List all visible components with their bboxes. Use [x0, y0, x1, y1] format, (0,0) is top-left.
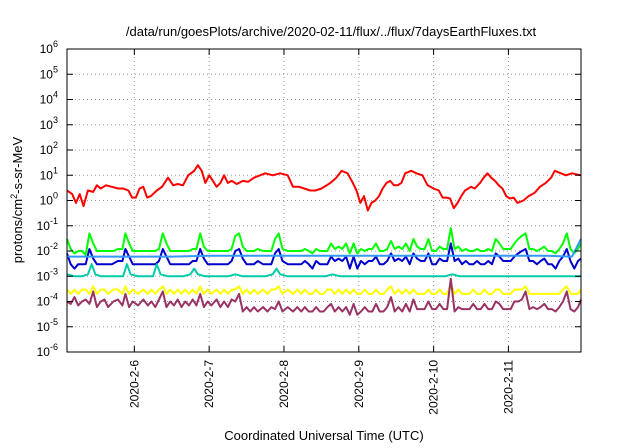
y-tick-exponent: -5	[50, 317, 58, 327]
x-tick-label: 2020-2-6	[127, 360, 141, 408]
series-line-5	[66, 263, 581, 278]
y-tick-exponent: -2	[50, 241, 58, 251]
series-line-7	[66, 277, 582, 316]
series-line-4	[67, 238, 582, 258]
y-tick-exponent: -3	[50, 266, 58, 276]
y-tick-exponent: 1	[53, 165, 58, 175]
series-line-2	[66, 227, 582, 256]
y-tick-label: 10-1	[37, 216, 58, 233]
x-tick-label: 2020-2-9	[352, 360, 366, 408]
y-tick-base: 10	[40, 143, 54, 157]
y-tick-base: 10	[37, 244, 51, 258]
y-tick-exponent: 5	[53, 64, 58, 74]
y-tick-label: 104	[40, 90, 58, 107]
y-tick-exponent: -1	[50, 216, 58, 226]
y-tick-label: 10-2	[37, 241, 58, 258]
y-tick-base: 10	[37, 320, 51, 334]
y-tick-exponent: 2	[53, 140, 58, 150]
y-tick-base: 10	[40, 93, 54, 107]
y-tick-exponent: 3	[53, 115, 58, 125]
y-tick-base: 10	[37, 219, 51, 233]
y-tick-label: 10-4	[37, 292, 58, 309]
chart-title: /data/run/goesPlots/archive/2020-02-11/f…	[126, 24, 537, 39]
y-tick-label: 106	[40, 39, 58, 56]
y-axis-label: protons/cm2-s-sr-MeV	[9, 136, 25, 263]
y-tick-exponent: 6	[53, 39, 58, 49]
y-tick-label: 10-6	[37, 342, 58, 359]
y-tick-label: 10-5	[37, 317, 58, 334]
x-tick-label: 2020-2-7	[202, 360, 216, 408]
y-tick-base: 10	[37, 295, 51, 309]
y-tick-label: 101	[40, 165, 58, 182]
x-tick-label: 2020-2-11	[501, 360, 515, 414]
y-axis-label-pre: protons/cm	[10, 199, 25, 263]
y-axis-label-sup: 2	[9, 194, 19, 199]
x-tick-label: 2020-2-8	[277, 360, 291, 408]
y-tick-label: 105	[40, 64, 58, 81]
y-tick-base: 10	[40, 168, 54, 182]
y-tick-exponent: -6	[50, 342, 58, 352]
y-tick-base: 10	[40, 67, 54, 81]
series-group	[66, 164, 582, 316]
y-tick-label: 102	[40, 140, 58, 157]
y-tick-base: 10	[37, 269, 51, 283]
y-axis: 10-610-510-410-310-210-11001011021031041…	[37, 39, 581, 359]
y-tick-label: 100	[40, 191, 58, 208]
y-tick-exponent: 4	[53, 90, 58, 100]
y-tick-base: 10	[40, 194, 54, 208]
series-line-1	[66, 164, 582, 212]
y-tick-base: 10	[40, 42, 54, 56]
x-axis-label: Coordinated Universal Time (UTC)	[224, 428, 423, 443]
series-line-6	[66, 282, 582, 295]
x-tick-label: 2020-2-10	[427, 360, 441, 415]
y-tick-exponent: 0	[53, 191, 58, 201]
y-axis-label-post: -s-sr-MeV	[10, 136, 25, 193]
y-tick-label: 103	[40, 115, 58, 132]
y-tick-exponent: -4	[50, 292, 58, 302]
y-tick-label: 10-3	[37, 266, 58, 283]
y-tick-base: 10	[40, 118, 54, 132]
y-tick-base: 10	[37, 345, 51, 359]
x-axis: 2020-2-6 2020-2-7 2020-2-8 2020-2-9 2020-2-1…	[127, 49, 515, 415]
